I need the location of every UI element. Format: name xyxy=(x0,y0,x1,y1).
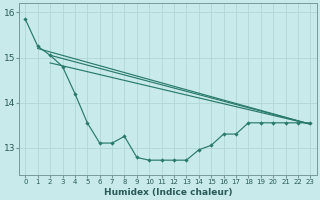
X-axis label: Humidex (Indice chaleur): Humidex (Indice chaleur) xyxy=(104,188,232,197)
